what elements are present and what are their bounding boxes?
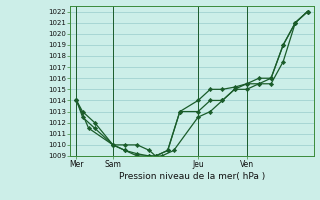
X-axis label: Pression niveau de la mer( hPa ): Pression niveau de la mer( hPa ): [119, 172, 265, 181]
